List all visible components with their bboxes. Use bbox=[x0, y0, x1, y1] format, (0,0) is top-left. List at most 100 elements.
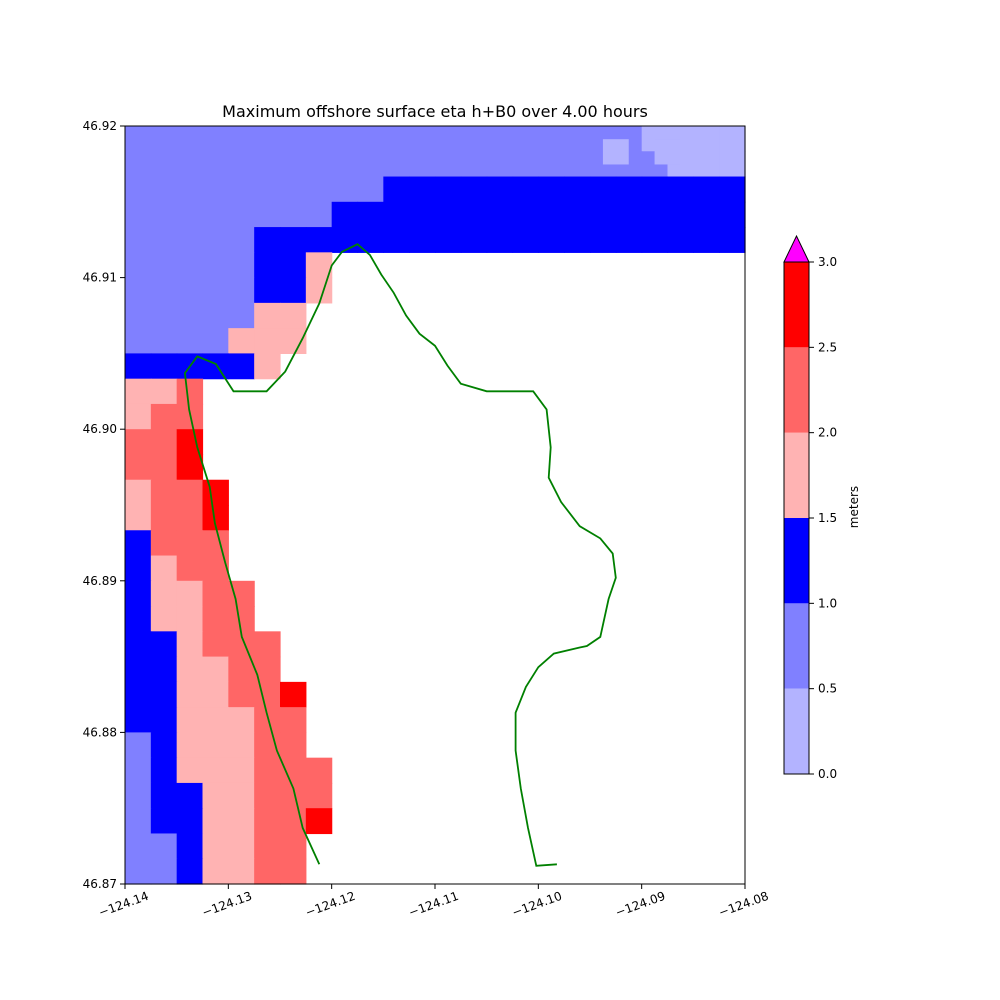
heatmap-cell bbox=[383, 201, 410, 228]
x-tick-label: −124.14 bbox=[97, 889, 151, 920]
heatmap-cell bbox=[150, 656, 178, 683]
heatmap-cell bbox=[176, 858, 204, 885]
heatmap-cell bbox=[280, 201, 307, 228]
heatmap-cell bbox=[202, 151, 229, 178]
heatmap-cell bbox=[202, 479, 229, 506]
heatmap-cell bbox=[228, 126, 255, 152]
heatmap-cell bbox=[125, 656, 152, 683]
shoreline-layer bbox=[183, 243, 617, 867]
heatmap-cell bbox=[176, 378, 204, 405]
heatmap-cell bbox=[228, 353, 255, 380]
heatmap-cell bbox=[615, 227, 643, 253]
heatmap-cell bbox=[280, 277, 307, 304]
heatmap-cell bbox=[125, 631, 152, 658]
heatmap-cell bbox=[512, 126, 539, 152]
heatmap-cell bbox=[176, 227, 204, 253]
heatmap-cell bbox=[202, 606, 229, 632]
x-tick-label: −124.09 bbox=[613, 889, 667, 920]
y-tick-label: 46.91 bbox=[83, 271, 117, 285]
heatmap-cell bbox=[150, 757, 178, 784]
heatmap-cell bbox=[202, 631, 229, 658]
x-tick-label: −124.08 bbox=[717, 889, 771, 920]
heatmap-cell bbox=[176, 833, 204, 860]
heatmap-cell bbox=[460, 201, 488, 228]
heatmap-cell bbox=[305, 252, 333, 279]
heatmap-cell bbox=[512, 151, 539, 178]
heatmap-cell bbox=[176, 631, 204, 658]
heatmap-cell bbox=[150, 353, 178, 380]
heatmap-cell bbox=[305, 176, 333, 203]
heatmap-cell bbox=[150, 707, 178, 733]
colorbar-tick-label: 3.0 bbox=[818, 255, 837, 269]
heatmap-cell bbox=[125, 555, 152, 582]
heatmap-cell bbox=[125, 505, 152, 531]
heatmap-cell bbox=[409, 201, 436, 228]
heatmap-cell bbox=[228, 707, 255, 733]
heatmap-cell bbox=[150, 126, 178, 152]
colorbar-segment bbox=[784, 347, 809, 433]
heatmap-cell bbox=[357, 126, 384, 152]
heatmap-cell bbox=[305, 808, 333, 835]
heatmap-cell bbox=[305, 151, 333, 178]
colorbar: 0.0 0.5 1.0 1.5 2.0 2.5 3.0 bbox=[783, 234, 837, 781]
heatmap-cell bbox=[176, 176, 204, 203]
heatmap-cell bbox=[538, 201, 565, 228]
heatmap-cell bbox=[280, 808, 307, 835]
heatmap-cell bbox=[202, 277, 229, 304]
heatmap-cell bbox=[357, 227, 384, 253]
heatmap-cell bbox=[564, 227, 591, 253]
heatmap-cell bbox=[202, 201, 229, 228]
heatmap-cell bbox=[409, 126, 436, 152]
heatmap-cell bbox=[667, 176, 694, 203]
heatmap-cell bbox=[383, 227, 410, 253]
heatmap-cell bbox=[254, 227, 281, 253]
heatmap-cell bbox=[125, 833, 152, 860]
heatmap-cell bbox=[150, 808, 178, 835]
heatmap-cell bbox=[460, 126, 488, 152]
heatmap-cell bbox=[228, 656, 255, 683]
heatmap-cell bbox=[202, 176, 229, 203]
heatmap-cell bbox=[125, 479, 152, 506]
heatmap-cell bbox=[150, 505, 178, 531]
heatmap-cell bbox=[538, 151, 565, 178]
colorbar-tick-label: 2.5 bbox=[818, 340, 837, 354]
heatmap-cell bbox=[202, 656, 229, 683]
heatmap-cell bbox=[254, 681, 281, 708]
heatmap-cell bbox=[280, 328, 307, 354]
heatmap-cell bbox=[693, 151, 720, 178]
heatmap-cell bbox=[409, 151, 436, 178]
heatmap-cell bbox=[435, 227, 462, 253]
heatmap-cell bbox=[486, 201, 514, 228]
heatmap-cell bbox=[435, 201, 462, 228]
heatmap-cell bbox=[202, 126, 229, 152]
heatmap-cell bbox=[125, 201, 152, 228]
heatmap-cell bbox=[641, 201, 669, 228]
heatmap-cell bbox=[486, 151, 514, 178]
heatmap-cell bbox=[125, 403, 152, 430]
heatmap-cell bbox=[176, 681, 204, 708]
x-tick-label: −124.13 bbox=[200, 889, 254, 920]
colorbar-extend-max bbox=[783, 234, 810, 263]
heatmap-cell bbox=[486, 176, 514, 203]
heatmap-cell bbox=[176, 782, 204, 809]
heatmap-cell bbox=[280, 858, 307, 885]
heatmap-cell bbox=[228, 252, 255, 279]
heatmap-cell bbox=[280, 176, 307, 203]
colorbar-segment bbox=[784, 262, 809, 348]
heatmap-cell bbox=[719, 227, 746, 253]
heatmap-cell bbox=[228, 757, 255, 784]
heatmap-cell bbox=[331, 201, 359, 228]
heatmap-cell bbox=[693, 176, 720, 203]
heatmap-cell bbox=[176, 606, 204, 632]
heatmap-cell bbox=[357, 151, 384, 178]
heatmap-cell bbox=[538, 227, 565, 253]
heatmap-cell bbox=[228, 782, 255, 809]
heatmap-cell bbox=[254, 277, 281, 304]
heatmap-cell bbox=[176, 707, 204, 733]
heatmap-cell bbox=[590, 227, 617, 253]
heatmap-cell bbox=[280, 227, 307, 253]
heatmap-cell bbox=[125, 707, 152, 733]
heatmap-cell bbox=[641, 227, 669, 253]
heatmap-cell bbox=[125, 176, 152, 203]
heatmap-cell bbox=[125, 757, 152, 784]
